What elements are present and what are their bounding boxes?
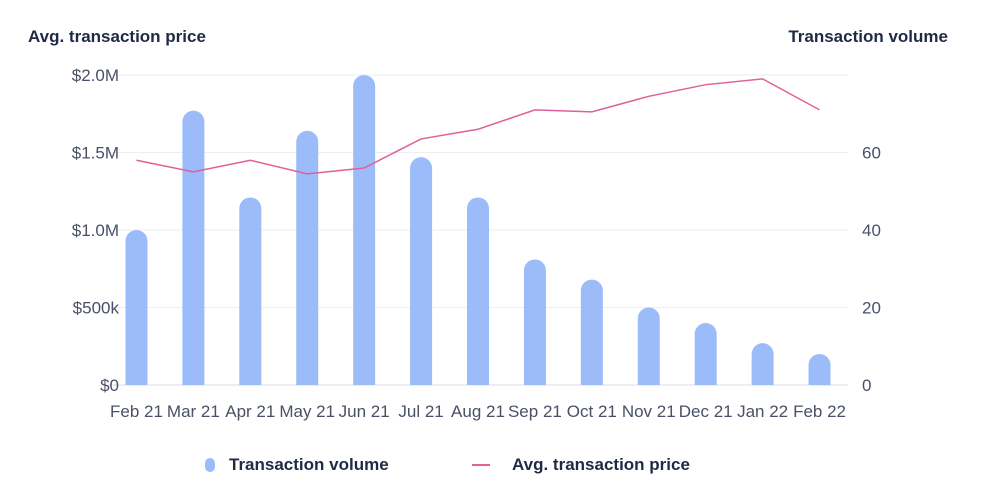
bar-oct-21[interactable] [580, 279, 603, 385]
bar-feb-21[interactable] [125, 230, 148, 385]
x-tick-label: Mar 21 [167, 402, 220, 421]
legend-label: Avg. transaction price [512, 455, 690, 474]
left-axis-title: Avg. transaction price [28, 27, 206, 46]
right-axis-title: Transaction volume [788, 27, 948, 46]
right-tick-label: 60 [862, 144, 881, 163]
left-tick-label: $0 [100, 376, 119, 395]
x-tick-label: Oct 21 [567, 402, 617, 421]
right-tick-label: 0 [862, 376, 871, 395]
line-series [136, 78, 820, 175]
right-tick-label: 40 [862, 221, 881, 240]
x-tick-label: Jan 22 [737, 402, 788, 421]
bar-jan-22[interactable] [751, 343, 774, 385]
left-tick-label: $1.0M [72, 221, 119, 240]
x-tick-label: Apr 21 [225, 402, 275, 421]
x-tick-label: Feb 21 [110, 402, 163, 421]
bar-may-21[interactable] [296, 130, 319, 385]
bar-mar-21[interactable] [182, 110, 205, 385]
x-tick-label: Dec 21 [679, 402, 733, 421]
x-axis-ticks: Feb 21 Mar 21 Apr 21 May 21 Jun 21 Jul 21 Aug … [110, 402, 846, 421]
left-tick-label: $2.0M [72, 66, 119, 85]
bar-series [125, 75, 831, 386]
x-tick-label: Jul 21 [398, 402, 443, 421]
x-tick-label: Jun 21 [339, 402, 390, 421]
legend-label: Transaction volume [229, 455, 389, 474]
bar-jun-21[interactable] [353, 75, 376, 385]
x-tick-label: Feb 22 [793, 402, 846, 421]
left-axis-ticks: $0 $500k $1.0M $1.5M $2.0M [72, 66, 120, 395]
bar-nov-21[interactable] [637, 307, 660, 386]
right-tick-label: 20 [862, 299, 881, 318]
bar-jul-21[interactable] [410, 157, 433, 385]
bar-feb-22[interactable] [808, 354, 831, 385]
x-tick-label: Aug 21 [451, 402, 505, 421]
avg-price-line[interactable] [136, 78, 820, 175]
right-axis-ticks: 0 20 40 60 [862, 144, 881, 396]
x-tick-label: May 21 [279, 402, 335, 421]
line-swatch-icon [472, 464, 490, 466]
legend-item-avg-transaction-price[interactable]: Avg. transaction price [472, 455, 690, 475]
legend-item-transaction-volume[interactable]: Transaction volume [205, 455, 389, 475]
bar-apr-21[interactable] [239, 197, 262, 385]
bar-swatch-icon [205, 458, 215, 472]
bar-aug-21[interactable] [467, 197, 489, 385]
x-tick-label: Sep 21 [508, 402, 562, 421]
bar-dec-21[interactable] [694, 323, 717, 385]
bar-sep-21[interactable] [523, 259, 546, 385]
x-tick-label: Nov 21 [622, 402, 676, 421]
left-tick-label: $500k [73, 299, 120, 318]
left-tick-label: $1.5M [72, 144, 119, 163]
